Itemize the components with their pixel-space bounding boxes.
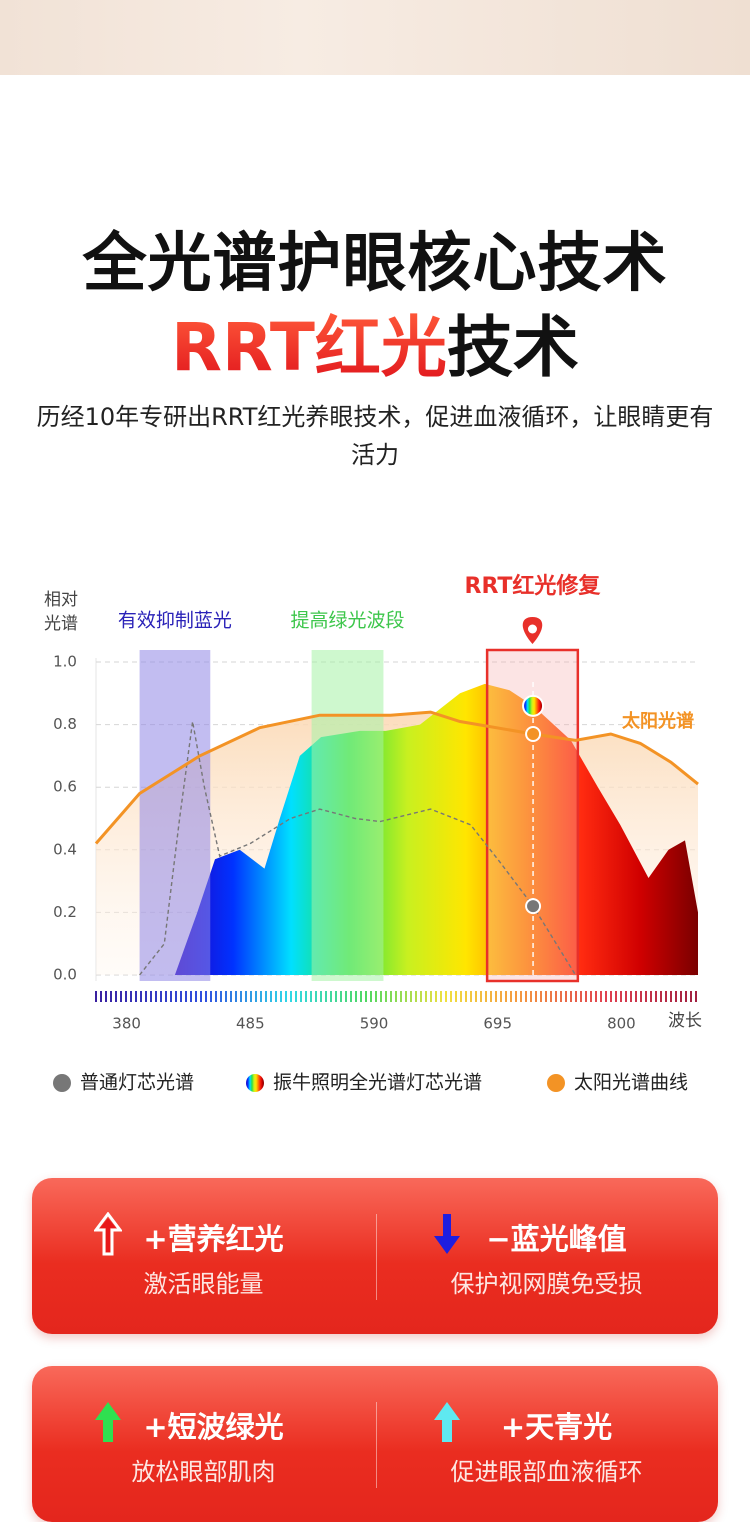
feature-title: +营养红光 [143,1222,284,1256]
subtitle: 历经10年专研出RRT红光养眼技术，促进血液循环，让眼睛更有活力 [36,403,714,469]
feature-icon [94,1212,122,1256]
feature-item: +天青光促进眼部血液循环 [375,1366,718,1522]
highlight-band [139,650,211,981]
legend-label: 振牛照明全光谱灯芯光谱 [273,1072,482,1094]
series-marker [525,725,542,742]
x-tick-label: 380 [112,1015,141,1033]
feature-subtitle: 激活眼能量 [143,1270,264,1298]
feature-item: −蓝光峰值保护视网膜免受损 [375,1178,718,1334]
legend-icon [547,1074,565,1092]
x-tick-label: 800 [607,1015,636,1033]
series-marker [525,898,542,915]
y-axis-label: 相对光谱 [44,590,78,634]
title-line-2: RRT红光技术 [0,294,750,390]
y-tick-label: 0.4 [53,840,77,858]
feature-item: +短波绿光放松眼部肌肉 [32,1366,375,1522]
chart: 0.0 0.2 0.4 0.6 0.8 1.0 380 485 590 695 800 波长 有效抑制蓝… [53,573,702,1094]
legend-icon [53,1074,71,1092]
feature-card: +营养红光 激活眼能量 −蓝光峰值 保护视网膜免受损 [32,1178,718,1334]
y-tick-label: 0.0 [53,966,77,984]
y-tick-label: 1.0 [53,653,77,671]
legend-label: 太阳光谱曲线 [574,1072,688,1094]
x-tick-label: 485 [236,1015,265,1033]
title-rest: 技术 [446,309,579,386]
series-marker [522,694,545,717]
feature-icon [434,1214,460,1254]
card-divider [376,1214,377,1300]
highlight-band [311,650,384,981]
feature-icon [95,1402,121,1442]
feature-title: −蓝光峰值 [486,1222,627,1256]
feature-title: +短波绿光 [143,1410,284,1444]
sun-line [94,710,699,845]
card-divider [376,1402,377,1488]
feature-subtitle: 放松眼部肌肉 [131,1458,276,1486]
spectrum-area [174,683,698,975]
pin-dot [527,624,537,634]
x-axis-label: 波长 [668,1011,702,1031]
feature-subtitle: 保护视网膜免受损 [450,1270,643,1298]
feature-subtitle: 促进眼部血液循环 [450,1458,643,1486]
y-tick-label: 0.6 [53,778,77,796]
feature-card: +短波绿光 放松眼部肌肉 +天青光 促进眼部血液循环 [32,1366,718,1522]
title-highlight: RRT红光 [171,309,447,386]
top-banner [0,0,750,75]
y-tick-label: 0.8 [53,715,77,733]
x-tick-label: 695 [483,1015,512,1033]
feature-icon [434,1402,460,1442]
feature-title: +天青光 [500,1410,613,1444]
feature-item: +营养红光激活眼能量 [32,1178,375,1334]
legend-icon [246,1074,264,1092]
y-tick-label: 0.2 [53,903,77,921]
sun-label: 太阳光谱 [622,710,694,732]
x-tick-label: 590 [360,1015,389,1033]
band-label: 提高绿光波段 [291,610,405,632]
title: 全光谱护眼核心技术 [82,227,668,301]
legend-label: 普通灯芯光谱 [80,1072,194,1094]
band-label: 有效抑制蓝光 [118,610,232,632]
band-label: RRT红光修复 [465,573,602,599]
